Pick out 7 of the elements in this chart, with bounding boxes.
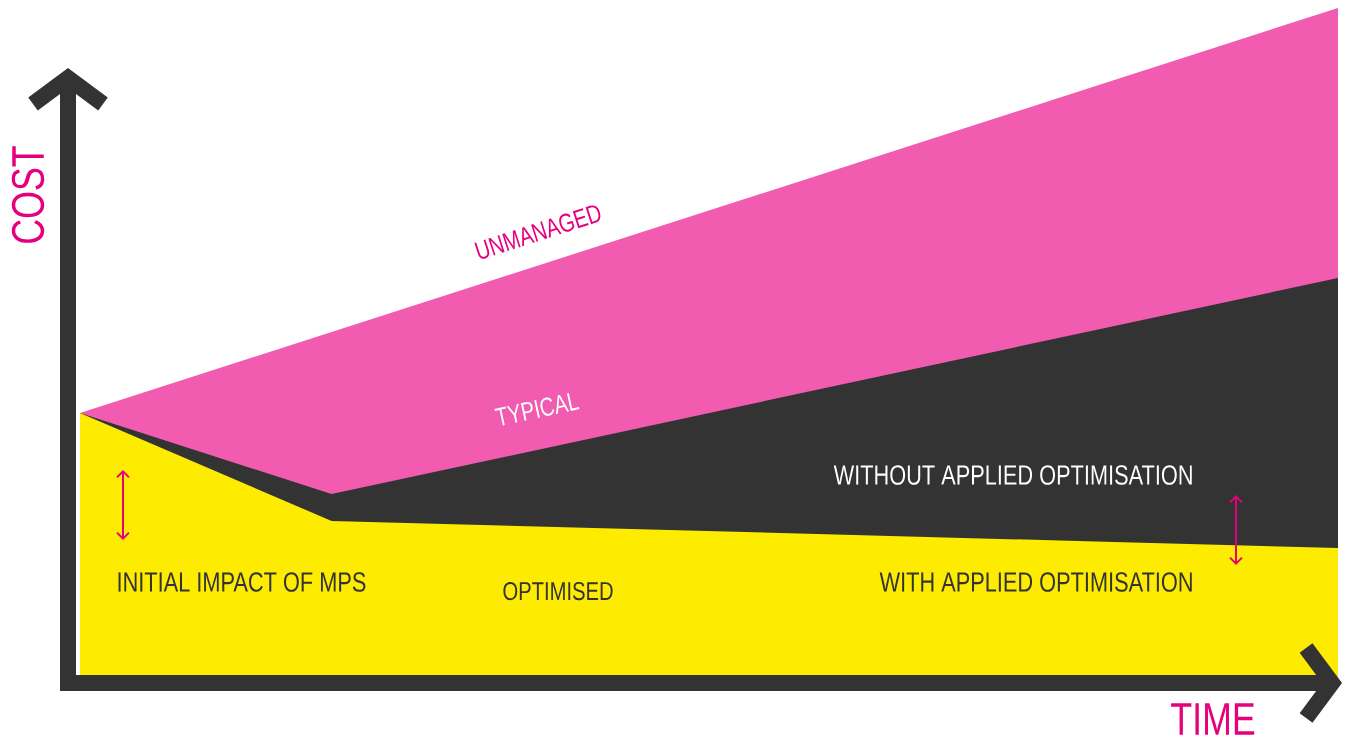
y-axis-title: COST [11,146,45,243]
annotation: WITHOUT APPLIED OPTIMISATION [833,465,1192,485]
annotation: INITIAL IMPACT OF MPS [118,572,366,592]
series-label: OPTIMISED [503,581,613,601]
annotation: WITH APPLIED OPTIMISATION [879,572,1192,592]
text: TYPICAL [494,393,580,426]
x-axis-title: TIME [1171,703,1255,735]
